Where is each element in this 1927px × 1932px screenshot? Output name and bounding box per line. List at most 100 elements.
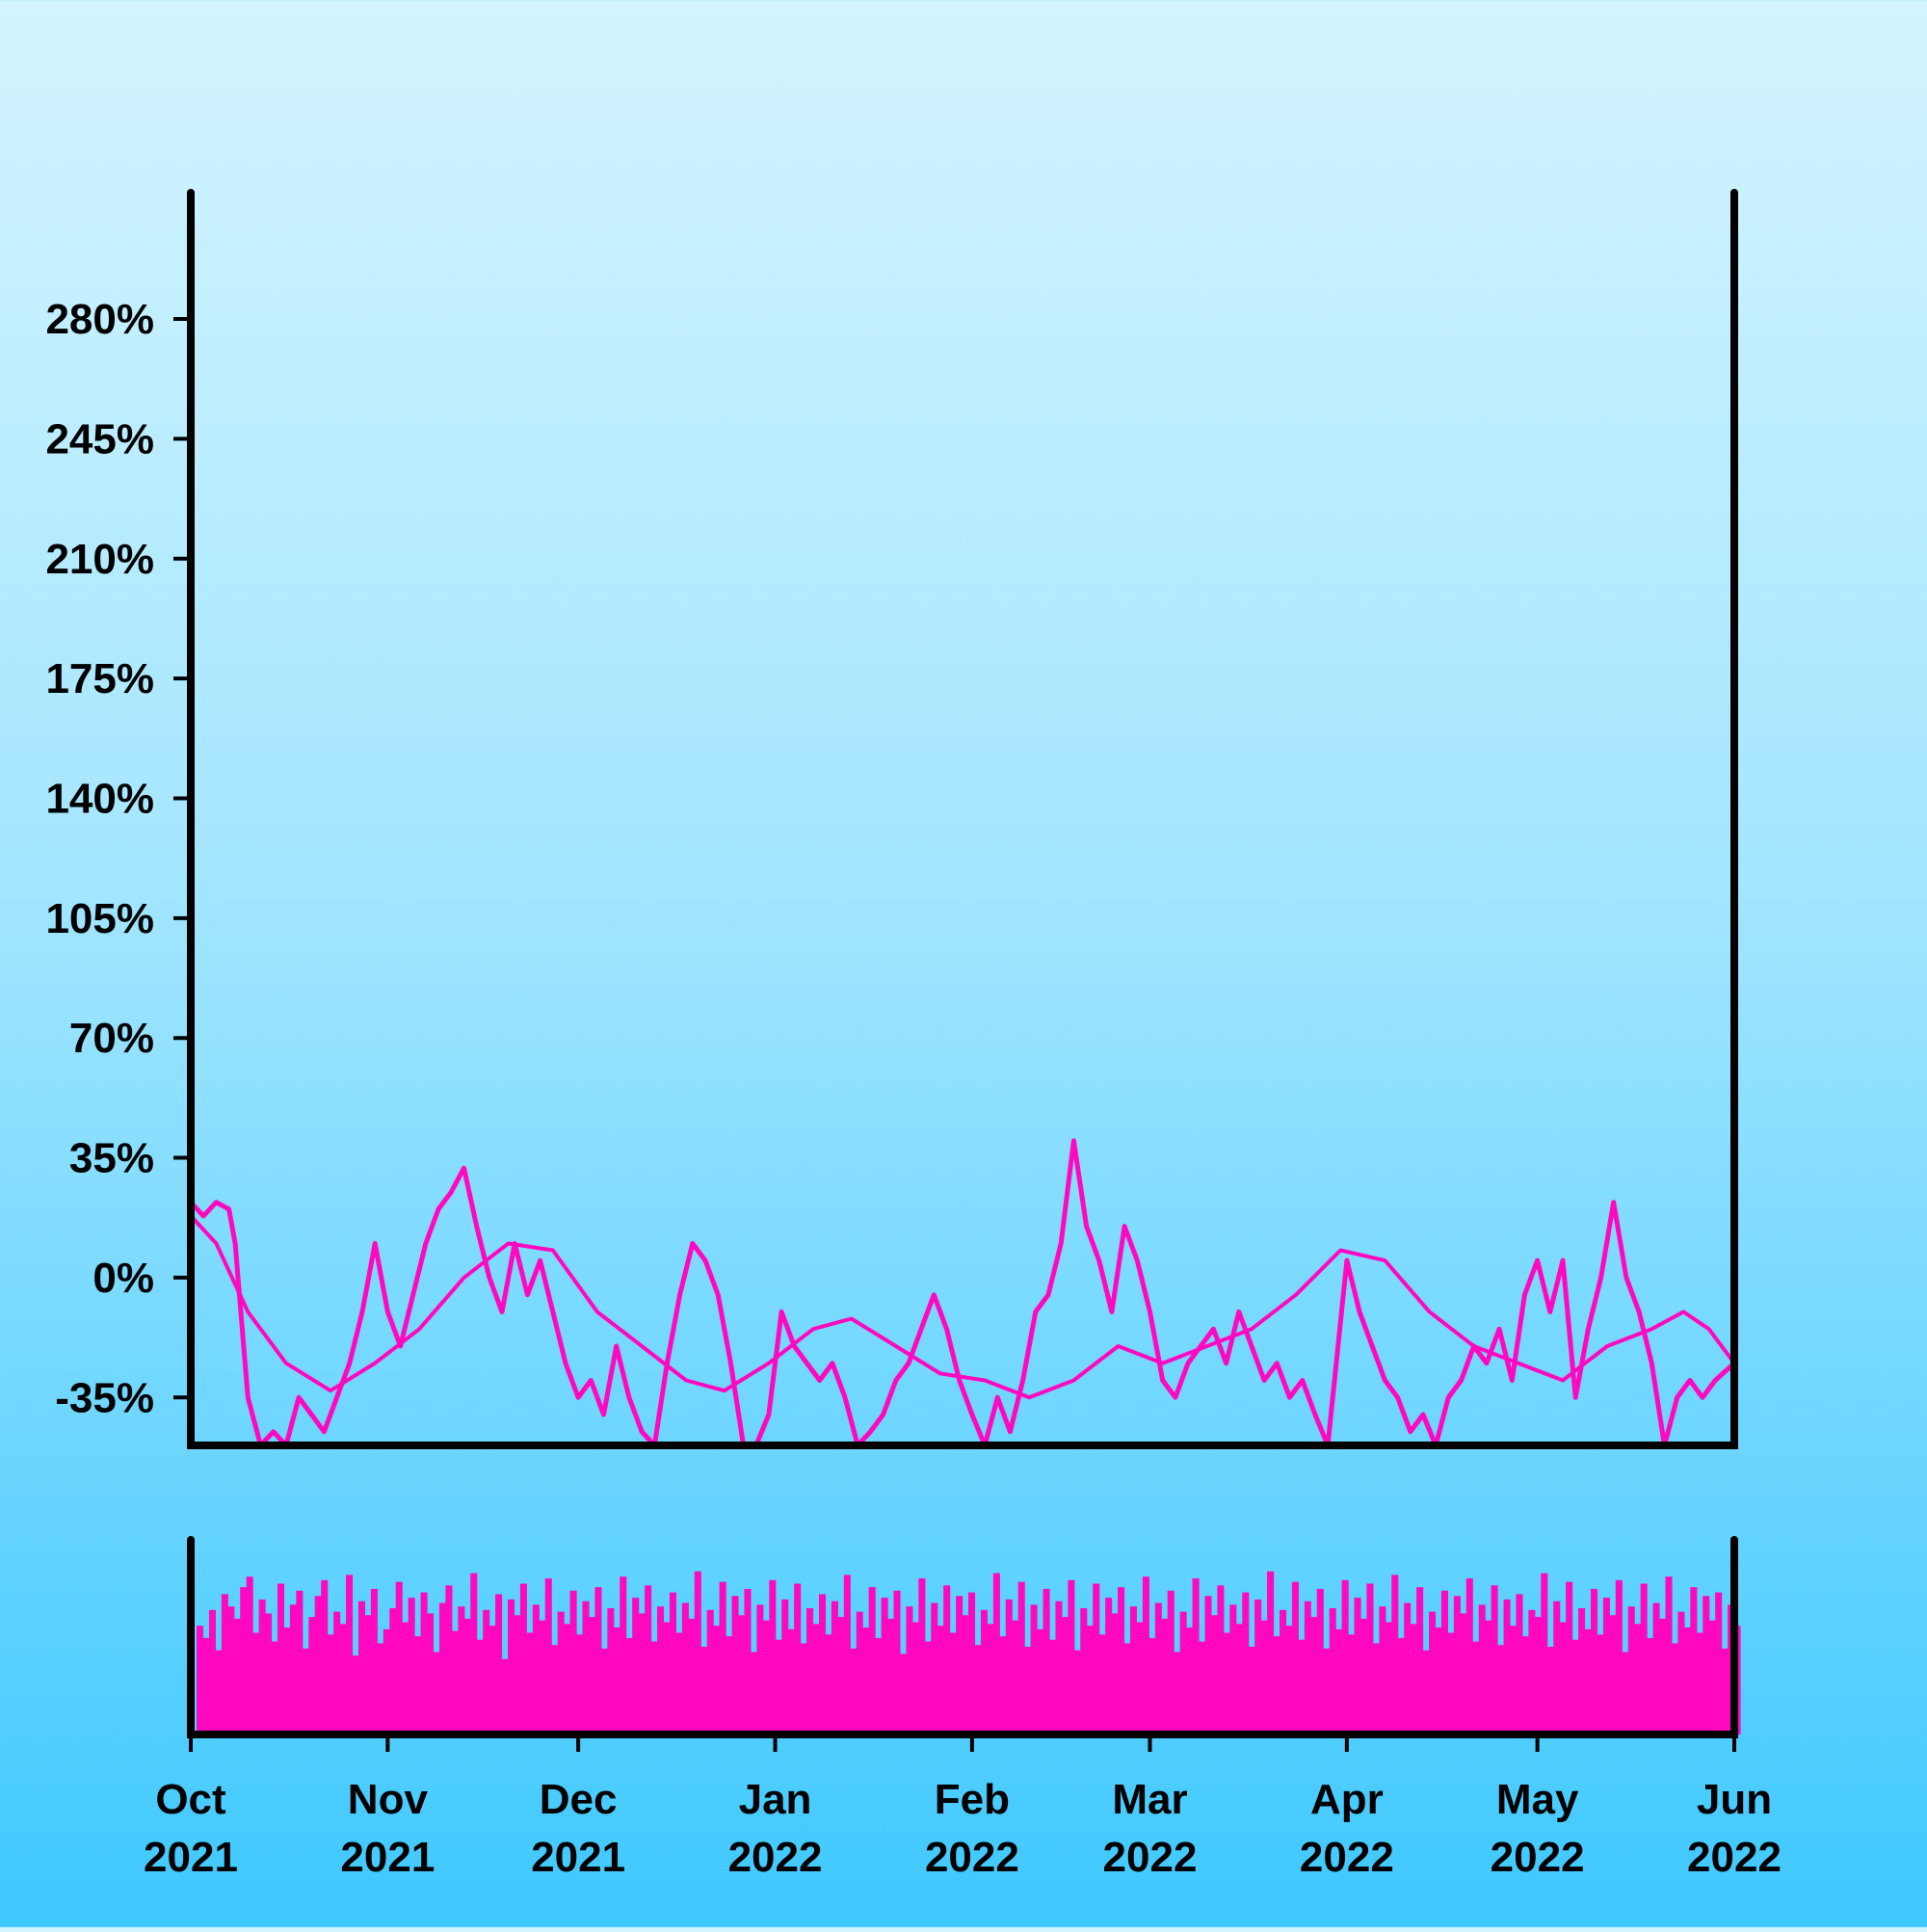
volume-bar xyxy=(1703,1596,1710,1734)
volume-bar xyxy=(1553,1601,1561,1734)
volume-bar xyxy=(451,1630,459,1734)
volume-bar xyxy=(514,1615,521,1734)
volume-bar xyxy=(202,1637,210,1734)
volume-bar xyxy=(1174,1652,1181,1734)
y-tick-label: 105% xyxy=(45,895,154,942)
volume-bar xyxy=(321,1579,329,1734)
volume-bar xyxy=(999,1636,1007,1734)
volume-bar xyxy=(1435,1627,1442,1734)
volume-bar xyxy=(1235,1624,1243,1734)
volume-bar xyxy=(333,1611,341,1734)
volume-bar xyxy=(1559,1622,1567,1734)
volume-bar xyxy=(681,1602,689,1734)
volume-bar xyxy=(408,1598,415,1734)
volume-bar xyxy=(364,1615,372,1734)
volume-bar xyxy=(638,1613,646,1734)
volume-bar xyxy=(1690,1587,1698,1734)
volume-bar xyxy=(1223,1632,1230,1734)
volume-bar xyxy=(271,1641,278,1734)
volume-bar xyxy=(495,1594,503,1734)
volume-bar xyxy=(1372,1643,1380,1734)
volume-bar xyxy=(569,1590,577,1734)
volume-bar xyxy=(924,1641,932,1734)
volume-bar xyxy=(1509,1626,1518,1734)
volume-bar xyxy=(1465,1578,1473,1734)
series-lines xyxy=(189,1138,1736,1448)
volume-bar xyxy=(787,1628,795,1734)
volume-bar xyxy=(215,1650,223,1734)
x-tick-label-year: 2021 xyxy=(531,1834,625,1881)
volume-bar xyxy=(233,1618,241,1734)
x-tick-label-month: Mar xyxy=(1112,1776,1187,1823)
volume-bar xyxy=(240,1587,248,1734)
volume-bar xyxy=(962,1615,969,1734)
volume-bar xyxy=(1017,1581,1025,1734)
volume-bar xyxy=(1440,1590,1448,1734)
volume-bar xyxy=(370,1588,378,1734)
x-tick-label-month: Oct xyxy=(155,1776,226,1823)
volume-bar xyxy=(576,1634,584,1734)
volume-bar xyxy=(713,1626,721,1734)
volume-bar xyxy=(1204,1596,1212,1734)
volume-bar xyxy=(1199,1641,1206,1734)
volume-bar xyxy=(1385,1622,1392,1734)
volume-bar xyxy=(1677,1611,1685,1734)
volume-bar xyxy=(1179,1611,1187,1734)
volume-bar xyxy=(1030,1604,1038,1734)
x-tick-label-month: Jun xyxy=(1697,1776,1772,1823)
y-tick-label: 70% xyxy=(69,1015,154,1062)
volume-bar xyxy=(588,1617,596,1734)
volume-bar xyxy=(1248,1647,1255,1734)
volume-bar xyxy=(1627,1606,1635,1734)
volume-bar xyxy=(931,1602,938,1734)
volume-bar xyxy=(762,1620,770,1734)
main-axis-frame xyxy=(187,189,1738,1449)
y-tick-label: 35% xyxy=(69,1135,154,1182)
volume-bar xyxy=(1154,1602,1162,1734)
volume-bar xyxy=(1354,1598,1361,1734)
volume-bar xyxy=(1359,1618,1368,1734)
volume-bar xyxy=(402,1622,409,1734)
volume-bar xyxy=(1273,1636,1280,1734)
volume-bar xyxy=(1267,1571,1275,1734)
volume-bar xyxy=(956,1596,964,1734)
volume-bar xyxy=(1105,1598,1113,1734)
volume-bar xyxy=(881,1598,888,1734)
y-tick-label: 245% xyxy=(45,415,154,463)
volume-bar xyxy=(1546,1647,1554,1734)
volume-bar xyxy=(532,1604,540,1734)
volume-bar xyxy=(675,1632,683,1734)
volume-bar xyxy=(1541,1573,1548,1734)
volume-bar xyxy=(1634,1624,1642,1734)
volume-bar xyxy=(1242,1592,1250,1734)
volume-bar xyxy=(377,1643,384,1734)
volume-bar xyxy=(1111,1613,1119,1734)
volume-bar xyxy=(1260,1620,1268,1734)
volume-bar xyxy=(1721,1648,1729,1734)
volume-bar xyxy=(893,1590,901,1734)
volume-bar xyxy=(1093,1583,1100,1734)
x-tick-label-year: 2021 xyxy=(340,1834,435,1881)
volume-bar xyxy=(197,1626,204,1734)
volume-bar xyxy=(539,1620,546,1734)
x-axis-ticks: Oct 2021 Nov 2021 Dec 2021 Jan 2022 Feb 2022 Mar 20… xyxy=(144,1734,1782,1881)
volume-bar xyxy=(1478,1604,1486,1734)
volume-bar xyxy=(1161,1618,1169,1734)
volume-bar xyxy=(1142,1576,1149,1734)
volume-bar xyxy=(1186,1627,1194,1734)
volume-bar xyxy=(1291,1581,1299,1734)
volume-bar xyxy=(1602,1598,1610,1734)
volume-bar xyxy=(1615,1579,1623,1734)
volume-bar xyxy=(289,1604,297,1734)
y-tick-label: 175% xyxy=(45,655,154,702)
volume-bar xyxy=(1118,1587,1125,1734)
volume-bar xyxy=(688,1618,696,1734)
axes xyxy=(187,189,1738,1738)
volume-bar xyxy=(1366,1583,1374,1734)
volume-bar xyxy=(352,1655,359,1734)
volume-bar xyxy=(1298,1639,1306,1734)
volume-bar xyxy=(1148,1637,1156,1734)
volume-bar xyxy=(1055,1601,1063,1734)
volume-bar xyxy=(607,1607,615,1734)
